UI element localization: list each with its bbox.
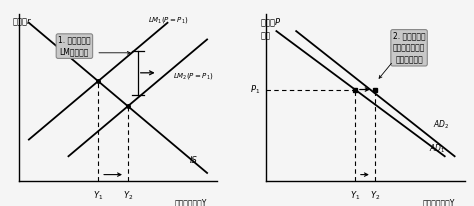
- Text: $Y_1$: $Y_1$: [350, 190, 360, 202]
- Text: 2. 增加了任何
一种既定物价水
平上的总需求: 2. 增加了任何 一种既定物价水 平上的总需求: [393, 32, 425, 64]
- Text: 利率，r: 利率，r: [13, 18, 31, 27]
- Text: $P_1$: $P_1$: [250, 83, 261, 96]
- Text: 收入，产出，Y: 收入，产出，Y: [175, 198, 207, 206]
- Text: $Y_2$: $Y_2$: [123, 190, 133, 202]
- Text: $LM_1(P=P_1)$: $LM_1(P=P_1)$: [148, 15, 188, 25]
- Text: 1. 货币扩张使
LM曲线移动: 1. 货币扩张使 LM曲线移动: [58, 36, 91, 56]
- Text: $Y_1$: $Y_1$: [93, 190, 103, 202]
- Text: $AD_1$: $AD_1$: [428, 142, 445, 155]
- Text: $Y_2$: $Y_2$: [370, 190, 380, 202]
- Text: 水平: 水平: [261, 31, 271, 40]
- Text: $AD_2$: $AD_2$: [433, 119, 449, 131]
- Text: 收入，产出，Y: 收入，产出，Y: [422, 198, 455, 206]
- Text: $LM_2(P=P_1)$: $LM_2(P=P_1)$: [173, 71, 214, 81]
- Text: IS: IS: [189, 156, 197, 165]
- Text: 价格，P: 价格，P: [261, 18, 281, 27]
